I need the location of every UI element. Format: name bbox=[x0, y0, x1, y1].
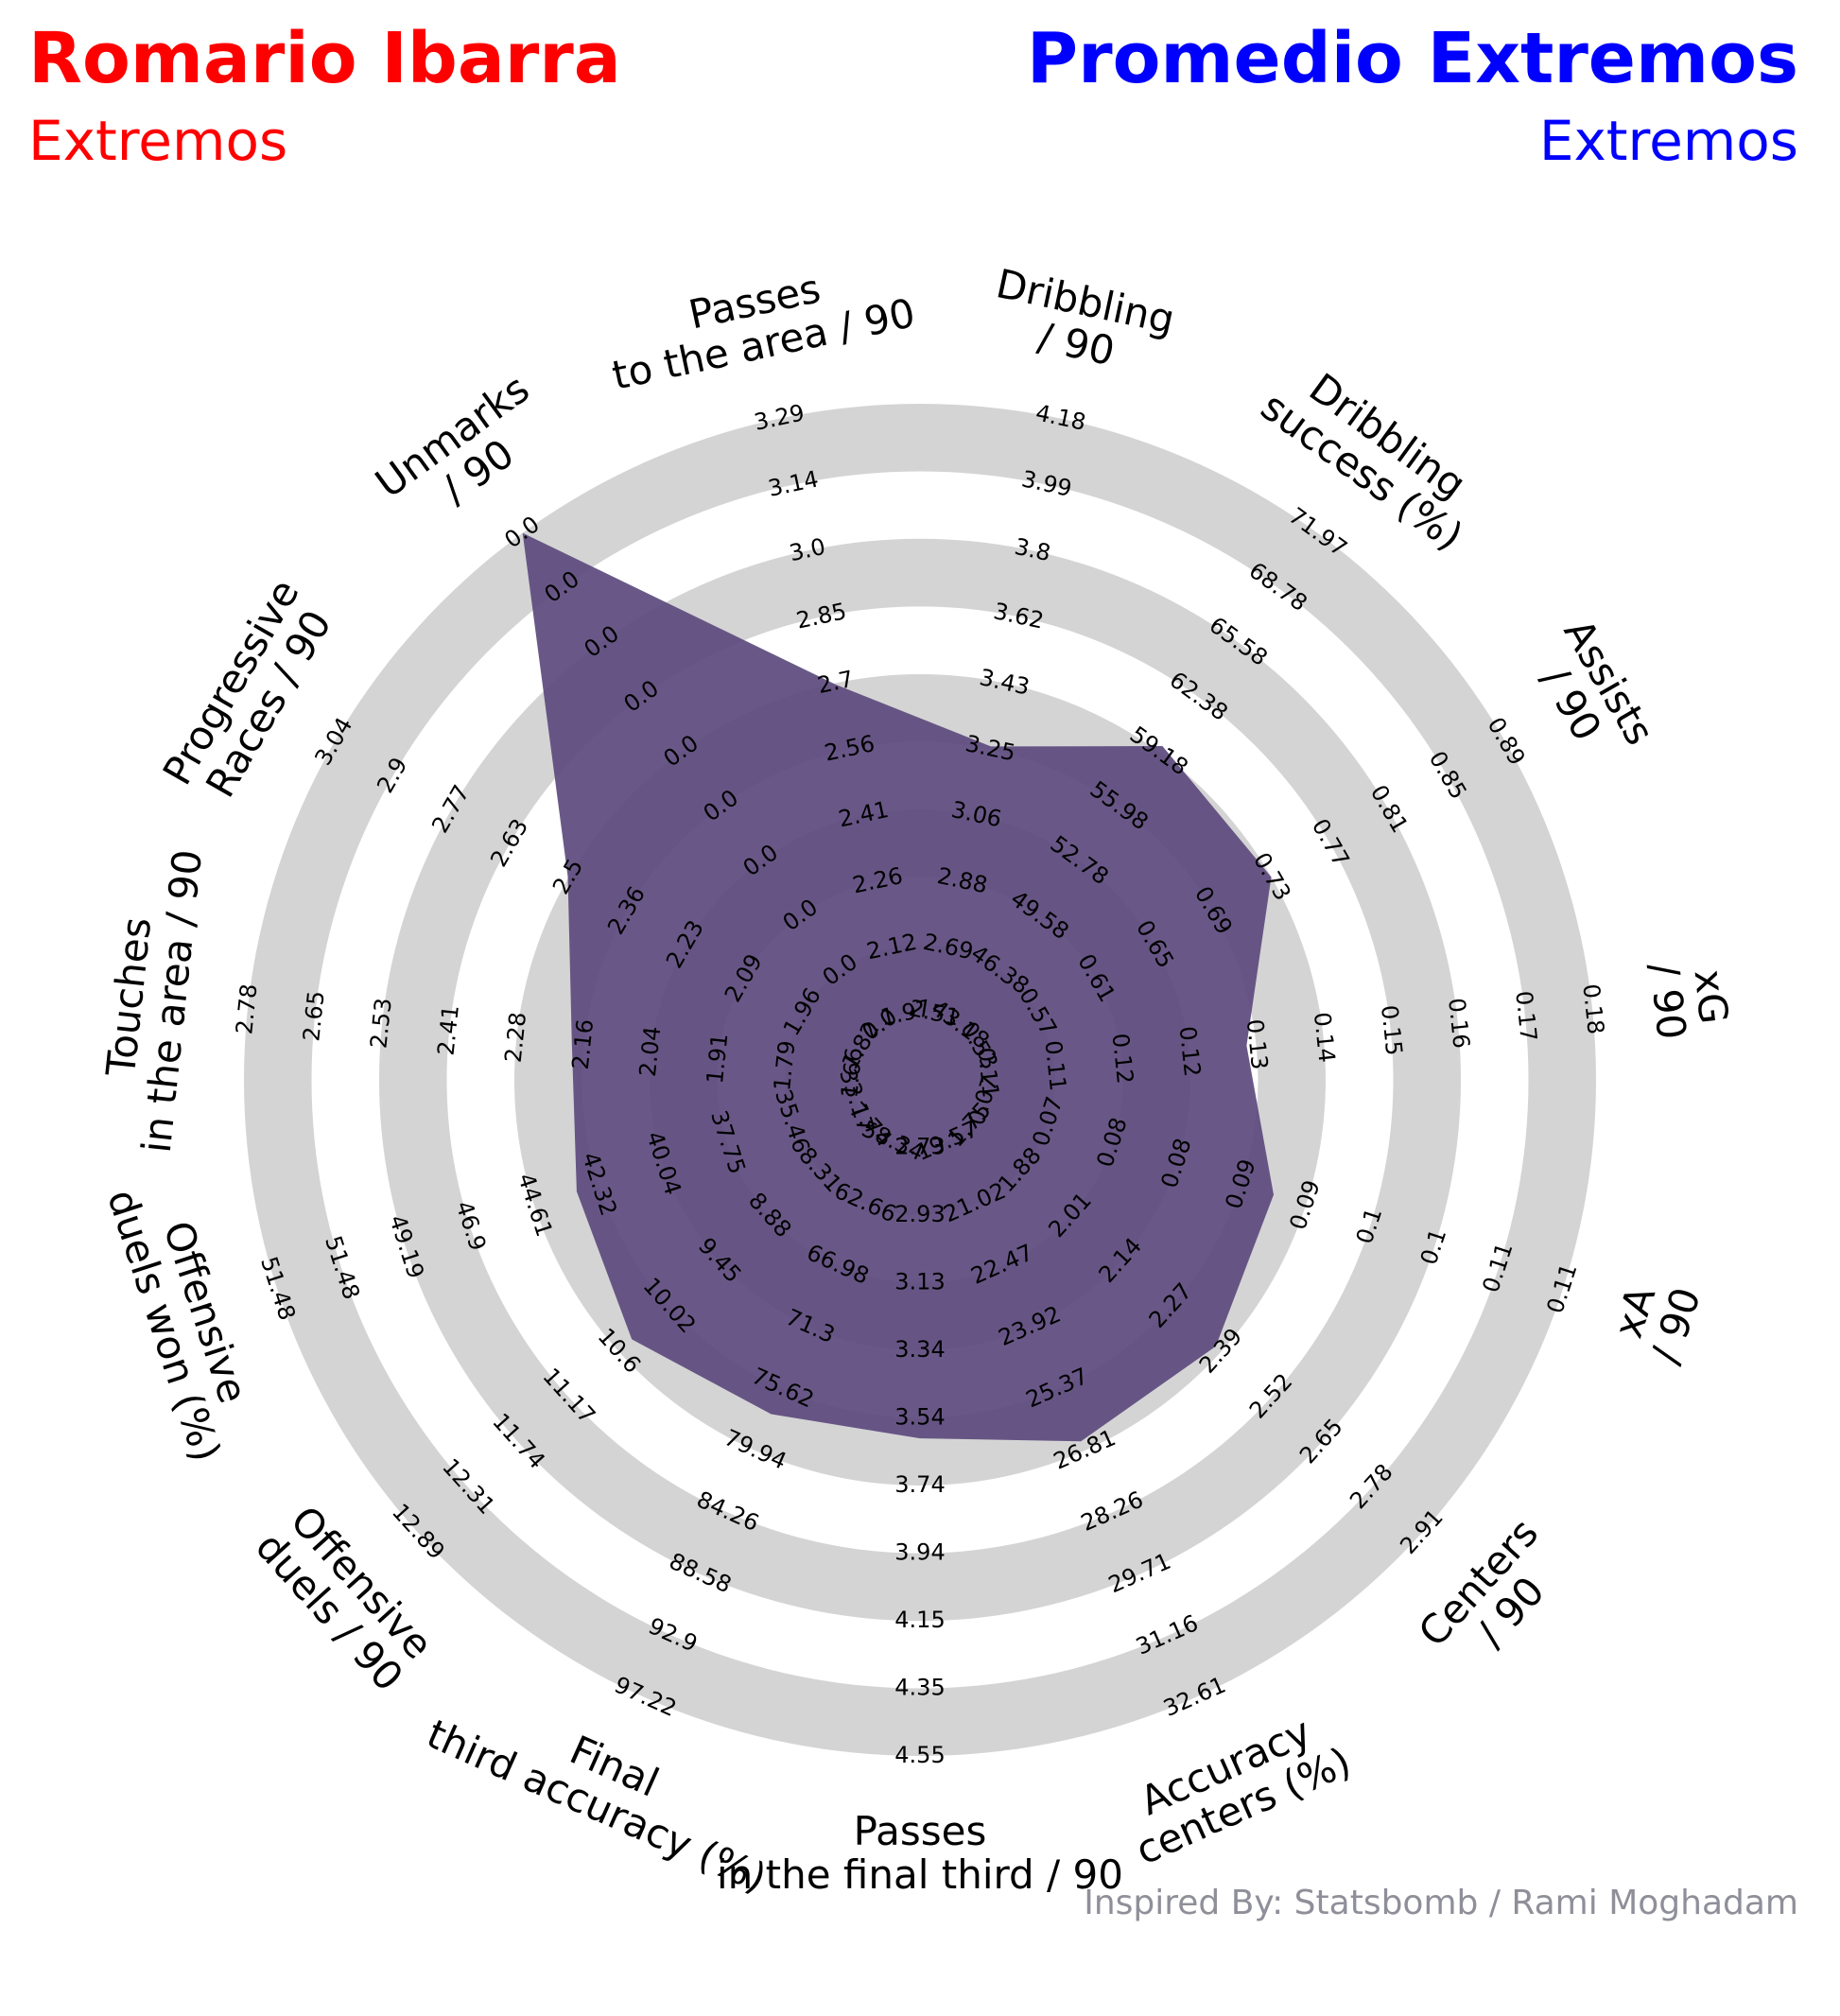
param-label: Passes in the final third / 90 bbox=[717, 1808, 1123, 1898]
tick-label: 3.74 bbox=[894, 1471, 945, 1498]
tick-label: 0.13 bbox=[1241, 1017, 1273, 1070]
comparison-name: Promedio Extremos bbox=[1026, 18, 1798, 99]
tick-label: 2.73 bbox=[894, 1134, 945, 1160]
radar-area bbox=[522, 532, 1274, 1442]
tick-label: 2.53 bbox=[365, 997, 396, 1050]
comparison-group: Extremos bbox=[1538, 109, 1798, 173]
param-label: Unmarks/ 90 bbox=[367, 365, 564, 542]
tick-label: 0.14 bbox=[1309, 1011, 1340, 1064]
tick-label: 1.79 bbox=[769, 1039, 800, 1092]
param-label: xG/ 90 bbox=[1641, 956, 1739, 1041]
tick-label: 0.11 bbox=[972, 1046, 1003, 1099]
tick-label: 0.16 bbox=[1443, 997, 1474, 1050]
tick-label: 2.65 bbox=[298, 990, 329, 1043]
tick-label: 0.18 bbox=[1577, 982, 1608, 1035]
tick-label: 3.54 bbox=[894, 1404, 945, 1431]
player-radar-polygon bbox=[522, 532, 1274, 1442]
tick-label: 3.94 bbox=[894, 1539, 945, 1566]
param-label: Dribbling/ 90 bbox=[983, 260, 1179, 386]
tick-label: 2.04 bbox=[634, 1025, 666, 1078]
tick-label: 3.34 bbox=[894, 1336, 945, 1363]
tick-label: 2.78 bbox=[231, 982, 262, 1035]
tick-label: 2.41 bbox=[432, 1004, 463, 1057]
param-label: Offensiveduels won (%) bbox=[98, 1171, 271, 1467]
tick-label: 0.15 bbox=[1376, 1004, 1407, 1057]
tick-label: 3.13 bbox=[894, 1269, 945, 1295]
tick-label: 4.15 bbox=[894, 1607, 945, 1633]
tick-label: 0.17 bbox=[1510, 990, 1541, 1043]
param-label: Passesto the area / 90 bbox=[599, 247, 919, 399]
player-group: Extremos bbox=[28, 109, 288, 173]
tick-label: 2.16 bbox=[567, 1017, 599, 1070]
param-label: Accuracycenters (%) bbox=[1111, 1698, 1358, 1874]
tick-label: 1.66 bbox=[836, 1046, 867, 1099]
tick-label: 0.12 bbox=[1107, 1032, 1138, 1085]
tick-label: 1.91 bbox=[702, 1032, 733, 1085]
player-name: Romario Ibarra bbox=[28, 18, 621, 99]
param-label: Touchesin the area / 90 bbox=[90, 843, 211, 1155]
tick-label: 2.28 bbox=[500, 1011, 531, 1064]
tick-label: 2.93 bbox=[894, 1201, 945, 1227]
param-label: Assists/ 90 bbox=[1518, 611, 1663, 774]
credit-text: Inspired By: Statsbomb / Rami Moghadam bbox=[1084, 1884, 1798, 1922]
tick-label: 0.12 bbox=[1174, 1025, 1206, 1078]
tick-label: 4.35 bbox=[894, 1675, 945, 1701]
tick-label: 0.11 bbox=[1039, 1039, 1070, 1092]
tick-label: 4.55 bbox=[894, 1742, 945, 1768]
param-label: xA/ 90 bbox=[1601, 1268, 1710, 1368]
